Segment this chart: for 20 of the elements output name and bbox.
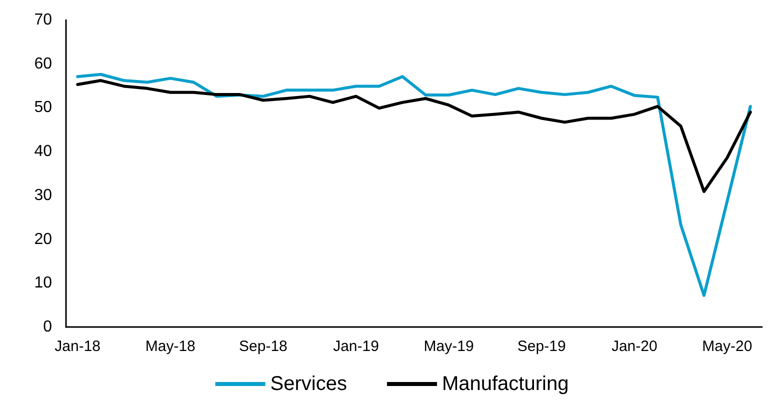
x-tick-label: May-18	[145, 338, 196, 355]
y-tick-label: 0	[43, 318, 52, 336]
legend-label: Services	[270, 373, 347, 395]
y-tick-label: 20	[34, 230, 52, 248]
x-tick-label: May-20	[702, 338, 752, 355]
y-tick-label: 70	[34, 12, 52, 28]
x-tick-label: Jan-19	[333, 338, 379, 355]
x-tick-label: Sep-19	[517, 338, 566, 355]
line-series	[76, 79, 752, 193]
line-series	[76, 72, 752, 297]
x-tick-label: May-19	[424, 338, 474, 355]
x-tick-label: Jan-18	[54, 338, 101, 355]
y-tick-label: 60	[34, 55, 52, 72]
y-tick-label: 50	[34, 99, 52, 116]
x-tick-label: Sep-18	[239, 338, 288, 355]
y-tick-label: 40	[34, 143, 52, 160]
legend-label: Manufacturing	[442, 373, 569, 395]
y-tick-label: 30	[34, 186, 52, 204]
y-tick-label: 10	[34, 274, 52, 292]
x-tick-label: Jan-20	[611, 338, 658, 355]
